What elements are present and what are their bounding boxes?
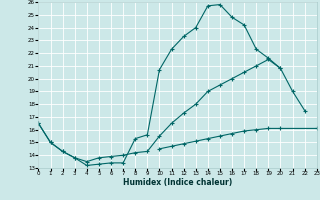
X-axis label: Humidex (Indice chaleur): Humidex (Indice chaleur) (123, 178, 232, 187)
